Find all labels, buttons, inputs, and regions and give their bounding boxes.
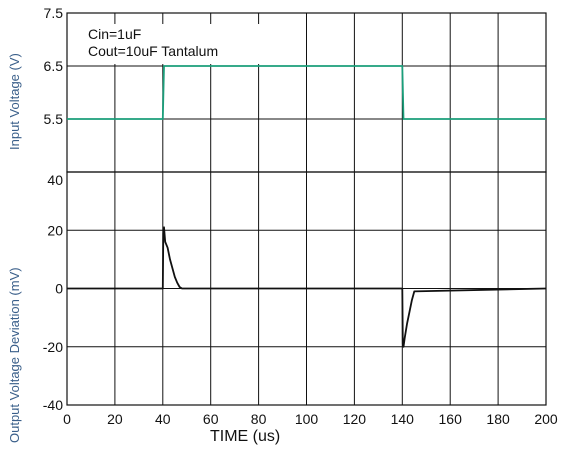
bottom-y-tick-label-3: -20 [43,339,63,355]
x-axis-label: TIME (us) [210,428,281,445]
top-y-axis-label: Input Voltage (V) [7,53,22,150]
top-y-tick-label-2: 5.5 [44,111,64,127]
bottom-y-tick-label-1: 20 [47,222,63,238]
x-tick-label-6: 120 [343,411,367,427]
top-y-tick-label-1: 6.5 [44,58,64,74]
output-deviation-line [67,226,547,348]
bottom-y-tick-label-4: -40 [43,397,63,413]
legend: Cin=1uF Cout=10uF Tantalum [82,24,278,64]
legend-entry-cin: Cin=1uF [88,26,142,42]
x-tick-label-5: 100 [295,411,319,427]
x-tick-label-2: 40 [155,411,171,427]
x-tick-label-7: 140 [391,411,415,427]
top-y-tick-label-0: 7.5 [44,5,64,21]
input-voltage-line [67,65,546,120]
bottom-y-tick-label-2: 0 [55,281,63,297]
x-tick-label-3: 60 [203,411,219,427]
x-tick-label-0: 0 [63,411,71,427]
legend-entry-cout: Cout=10uF Tantalum [88,43,219,59]
x-tick-label-1: 20 [107,411,123,427]
x-tick-label-4: 80 [251,411,267,427]
x-tick-label-10: 200 [534,411,558,427]
x-tick-label-8: 160 [439,411,463,427]
bottom-y-tick-label-0: 40 [47,172,63,188]
bottom-y-axis-label: Output Voltage Deviation (mV) [7,267,22,443]
x-tick-label-9: 180 [486,411,510,427]
